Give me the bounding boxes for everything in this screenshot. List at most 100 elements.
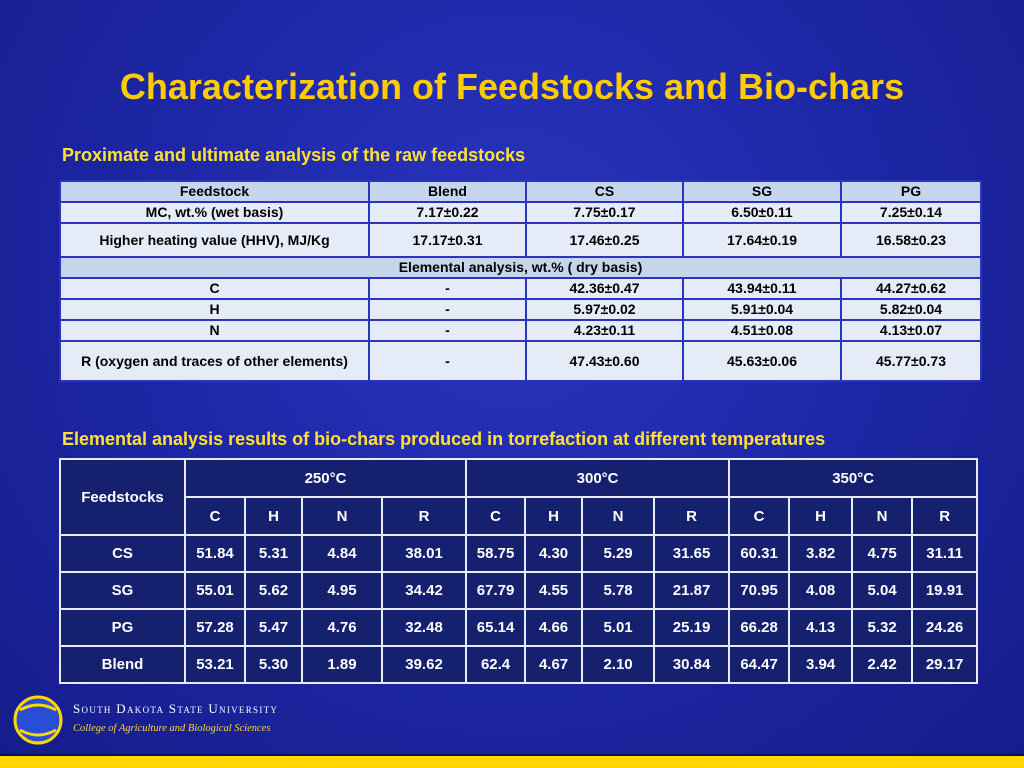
cell-value: 2.42 <box>851 645 914 684</box>
cell-value: 45.77±0.73 <box>840 340 982 382</box>
element-header: H <box>788 496 854 536</box>
table-row: N - 4.23±0.11 4.51±0.08 4.13±0.07 <box>59 319 982 342</box>
table2-subtitle: Elemental analysis results of bio-chars … <box>62 429 826 449</box>
cell-value: 64.47 <box>728 645 791 684</box>
cell-value: 17.17±0.31 <box>368 222 527 258</box>
cell-value: 25.19 <box>653 608 731 647</box>
cell-value: 4.95 <box>301 571 383 610</box>
cell-value: 5.31 <box>244 534 303 573</box>
cell-value: - <box>368 277 527 300</box>
cell-value: 29.17 <box>911 645 979 684</box>
temp-header: 300°C <box>465 458 731 498</box>
row-label: Higher heating value (HHV), MJ/Kg <box>59 222 370 258</box>
header-cell: CS <box>525 180 684 203</box>
cell-value: 5.04 <box>851 571 914 610</box>
cell-value: 58.75 <box>465 534 527 573</box>
cell-value: 45.63±0.06 <box>682 340 842 382</box>
cell-value: 5.30 <box>244 645 303 684</box>
cell-value: 4.76 <box>301 608 383 647</box>
cell-value: 3.82 <box>788 534 854 573</box>
cell-value: - <box>368 319 527 342</box>
table-header-row: Feedstock Blend CS SG PG <box>59 180 982 203</box>
cell-value: 4.66 <box>524 608 584 647</box>
cell-value: 70.95 <box>728 571 791 610</box>
cell-value: 19.91 <box>911 571 979 610</box>
row-label: MC, wt.% (wet basis) <box>59 201 370 224</box>
temp-header: 350°C <box>728 458 979 498</box>
row-label: R (oxygen and traces of other elements) <box>59 340 370 382</box>
element-header: C <box>728 496 791 536</box>
cell-value: - <box>368 340 527 382</box>
cell-value: 39.62 <box>380 645 468 684</box>
cell-value: 5.32 <box>851 608 914 647</box>
header-cell: PG <box>840 180 982 203</box>
cell-value: 5.91±0.04 <box>682 298 842 321</box>
cell-value: 7.25±0.14 <box>840 201 982 224</box>
table-row: R (oxygen and traces of other elements) … <box>59 340 982 382</box>
cell-value: 5.78 <box>581 571 656 610</box>
cell-value: 66.28 <box>728 608 791 647</box>
table-row: C - 42.36±0.47 43.94±0.11 44.27±0.62 <box>59 277 982 300</box>
cell-value: 57.28 <box>184 608 246 647</box>
cell-value: 34.42 <box>380 571 468 610</box>
cell-value: 4.51±0.08 <box>682 319 842 342</box>
row-label: H <box>59 298 370 321</box>
element-header: R <box>911 496 979 536</box>
table1-subtitle: Proximate and ultimate analysis of the r… <box>62 145 526 165</box>
university-logo-icon <box>13 695 63 745</box>
cell-value: 21.87 <box>653 571 731 610</box>
cell-value: 4.30 <box>524 534 584 573</box>
row-label: Blend <box>59 645 186 684</box>
row-label: N <box>59 319 370 342</box>
cell-value: 5.82±0.04 <box>840 298 982 321</box>
cell-value: 4.13±0.07 <box>840 319 982 342</box>
cell-value: 4.84 <box>301 534 383 573</box>
cell-value: 3.94 <box>788 645 854 684</box>
bottom-stripe <box>0 754 1024 768</box>
table-row: SG 55.01 5.62 4.95 34.42 67.79 4.55 5.78… <box>59 571 979 610</box>
cell-value: 32.48 <box>380 608 468 647</box>
cell-value: 16.58±0.23 <box>840 222 982 258</box>
cell-value: 5.29 <box>581 534 656 573</box>
header-cell: Blend <box>368 180 527 203</box>
cell-value: 7.75±0.17 <box>525 201 684 224</box>
element-header: R <box>380 496 468 536</box>
cell-value: 5.47 <box>244 608 303 647</box>
cell-value: 4.75 <box>851 534 914 573</box>
cell-value: 4.08 <box>788 571 854 610</box>
elemental-analysis-label: Elemental analysis, wt.% ( dry basis) <box>59 256 982 279</box>
cell-value: 5.62 <box>244 571 303 610</box>
cell-value: 62.4 <box>465 645 527 684</box>
element-header: N <box>581 496 656 536</box>
table-row: Higher heating value (HHV), MJ/Kg 17.17±… <box>59 222 982 258</box>
cell-value: 2.10 <box>581 645 656 684</box>
row-label: CS <box>59 534 186 573</box>
cell-value: 53.21 <box>184 645 246 684</box>
cell-value: 67.79 <box>465 571 527 610</box>
header-cell: Feedstock <box>59 180 370 203</box>
temp-header: 250°C <box>183 458 468 498</box>
row-label: PG <box>59 608 186 647</box>
cell-value: - <box>368 298 527 321</box>
cell-value: 60.31 <box>728 534 791 573</box>
cell-value: 65.14 <box>465 608 527 647</box>
element-header-row: C H N R C H N R C H N R <box>60 496 979 536</box>
element-header: C <box>465 496 527 536</box>
cell-value: 24.26 <box>911 608 979 647</box>
cell-value: 44.27±0.62 <box>840 277 982 300</box>
footer: South Dakota State University College of… <box>0 686 1024 768</box>
cell-value: 43.94±0.11 <box>682 277 842 300</box>
cell-value: 17.64±0.19 <box>682 222 842 258</box>
slide-title: Characterization of Feedstocks and Bio-c… <box>119 66 905 107</box>
element-header: N <box>851 496 914 536</box>
table-row: Blend 53.21 5.30 1.89 39.62 62.4 4.67 2.… <box>59 645 979 684</box>
cell-value: 4.55 <box>524 571 584 610</box>
cell-value: 17.46±0.25 <box>525 222 684 258</box>
table-row: H - 5.97±0.02 5.91±0.04 5.82±0.04 <box>59 298 982 321</box>
temperature-header-row: Feedstocks 250°C 300°C 350°C <box>59 458 979 536</box>
cell-value: 51.84 <box>184 534 246 573</box>
header-cell: SG <box>682 180 842 203</box>
cell-value: 31.11 <box>911 534 979 573</box>
cell-value: 5.97±0.02 <box>525 298 684 321</box>
feedstocks-header: Feedstocks <box>59 458 186 536</box>
